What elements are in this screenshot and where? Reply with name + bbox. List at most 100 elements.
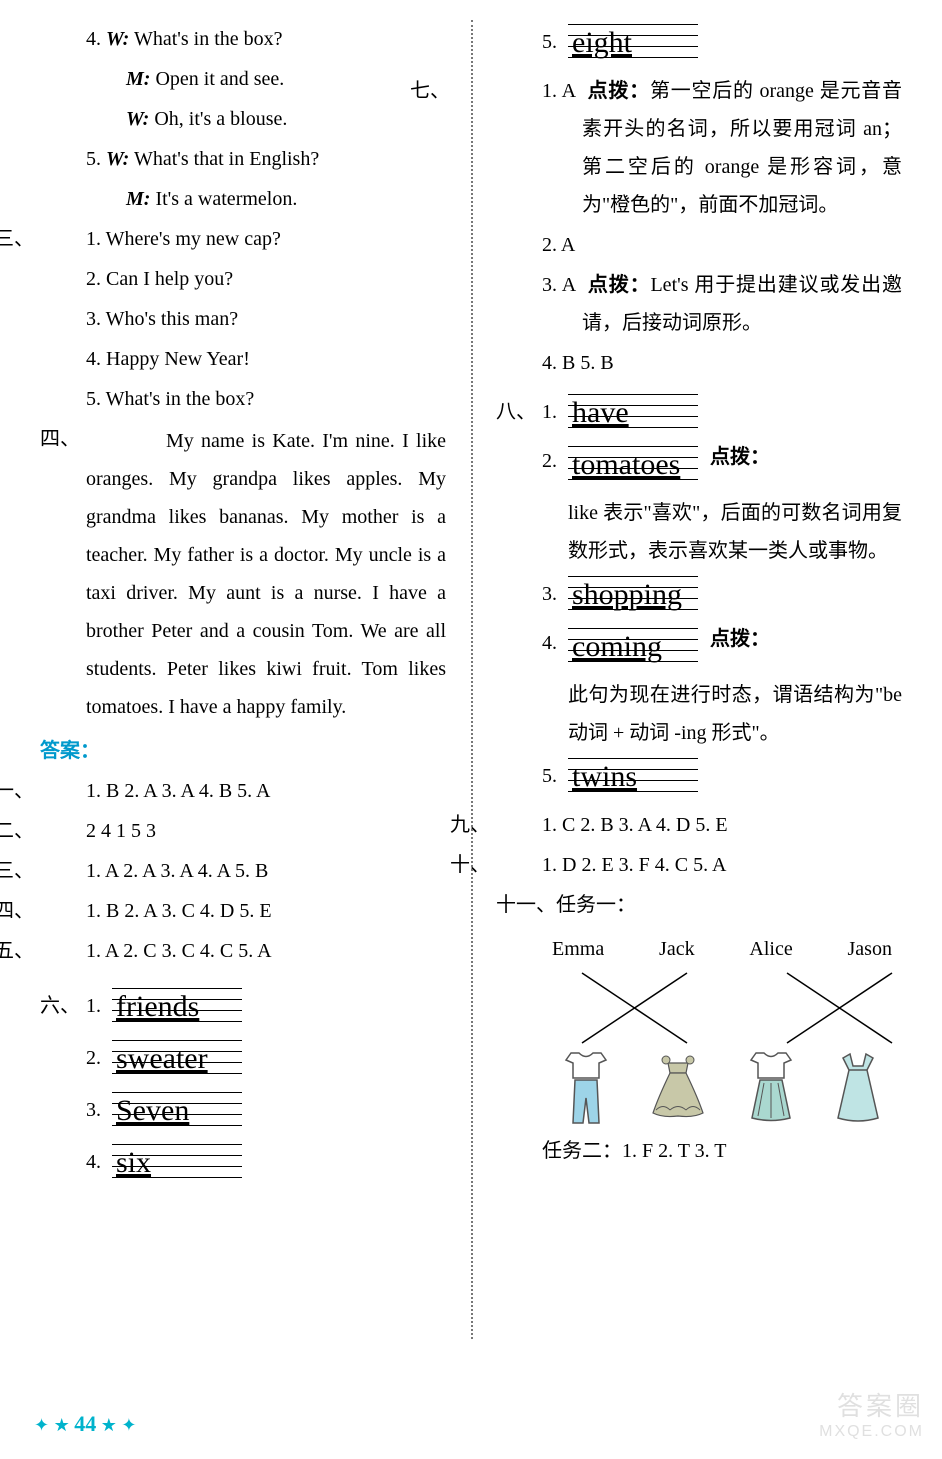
section7-3-hint-label: 点拨：	[588, 274, 651, 296]
section6-item4: 4. six	[40, 1140, 446, 1184]
task1-name2: Jack	[659, 930, 695, 968]
section3-label: 三、	[40, 220, 86, 258]
staff-line: sweater	[112, 1036, 242, 1080]
answers-row1: 一、1. B 2. A 3. A 4. B 5. A	[40, 772, 446, 810]
dialog5-w-speaker: W:	[106, 148, 129, 170]
dialog4-w1-speaker: W:	[106, 28, 129, 50]
answers-label: 答案：	[40, 740, 100, 762]
section8-4-hint: 此句为现在进行时态，谓语结构为"be 动词 + 动词 -ing 形式"。	[496, 676, 902, 752]
answers-5-text: 1. A 2. C 3. C 4. C 5. A	[86, 940, 272, 962]
dialog4-line3: W: Oh, it's a blouse.	[40, 100, 446, 138]
answers-2-label: 二、	[40, 812, 86, 850]
section6-2-num: 2.	[86, 1039, 112, 1077]
dress-icon	[823, 1048, 893, 1128]
dialog4-line1: 4. W: What's in the box?	[40, 20, 446, 58]
section8-2-num: 2.	[542, 442, 568, 480]
answers-row4: 四、1. B 2. A 3. C 4. D 5. E	[40, 892, 446, 930]
watermark-line1: 答案圈	[819, 1391, 924, 1422]
section8-item3: 3. shopping	[496, 572, 902, 616]
task1-name3: Alice	[749, 930, 792, 968]
page-number: 44	[74, 1411, 96, 1436]
dialog5-line1: 5. W: What's that in English?	[40, 140, 446, 178]
section6-2-word: sweater	[116, 1030, 208, 1087]
section9-text: 1. C 2. B 3. A 4. D 5. E	[542, 814, 728, 836]
answers-row2: 二、2 4 1 5 3	[40, 812, 446, 850]
section4-label: 四、	[40, 420, 86, 458]
section8-4-num: 4.	[542, 624, 568, 662]
cross-lines-icon	[542, 968, 922, 1048]
dialog4-w2-text: Oh, it's a blouse.	[154, 108, 287, 130]
task1-clothes	[542, 1048, 902, 1128]
staff-line: shopping	[568, 572, 698, 616]
answers-5-label: 五、	[40, 932, 86, 970]
section10: 十、1. D 2. E 3. F 4. C 5. A	[496, 846, 902, 884]
task1-names: Emma Jack Alice Jason	[542, 930, 902, 968]
task1-diagram: Emma Jack Alice Jason	[496, 930, 902, 1128]
section6-item2: 2. sweater	[40, 1036, 446, 1080]
staff-line: Seven	[112, 1088, 242, 1132]
section3-item5: 5. What's in the box?	[40, 380, 446, 418]
frilly-skirt-icon	[638, 1048, 718, 1128]
section6-1-word: friends	[116, 978, 199, 1035]
section3-item4: 4. Happy New Year!	[40, 340, 446, 378]
page-container: 4. W: What's in the box? M: Open it and …	[0, 0, 942, 1399]
answers-row3: 三、1. A 2. A 3. A 4. A 5. B	[40, 852, 446, 890]
section8-item5: 5. twins	[496, 754, 902, 798]
left-column: 4. W: What's in the box? M: Open it and …	[30, 20, 471, 1339]
section7-item3: 3. A 点拨：Let's 用于提出建议或发出邀请，后接动词原形。	[496, 266, 902, 342]
answers-3-label: 三、	[40, 852, 86, 890]
dialog4-m-text: Open it and see.	[155, 68, 284, 90]
staff-line: have	[568, 390, 698, 434]
answers-header: 答案：	[40, 732, 446, 770]
section6-1-num: 1.	[86, 987, 112, 1025]
footer-deco-left: ✦ ★	[34, 1415, 70, 1435]
section10-text: 1. D 2. E 3. F 4. C 5. A	[542, 854, 726, 876]
section3-item1: 三、1. Where's my new cap?	[40, 220, 446, 258]
watermark-line2: MXQE.COM	[819, 1422, 924, 1441]
dialog5-m-text: It's a watermelon.	[155, 188, 297, 210]
section11-task2-label: 任务二：	[542, 1140, 622, 1162]
section9: 九、1. C 2. B 3. A 4. D 5. E	[496, 806, 902, 844]
task1-name4: Jason	[848, 930, 892, 968]
section11-task2: 任务二：1. F 2. T 3. T	[496, 1132, 902, 1170]
section8-2-word: tomatoes	[572, 436, 680, 493]
section8-item2: 2. tomatoes 点拨：	[496, 442, 902, 486]
staff-line: tomatoes	[568, 442, 698, 486]
staff-line: coming	[568, 624, 698, 668]
task1-name1: Emma	[552, 930, 604, 968]
section3-item3: 3. Who's this man?	[40, 300, 446, 338]
section7-3-num: 3. A	[542, 274, 576, 296]
section7-1-hint-label: 点拨：	[588, 80, 650, 102]
section8-1-word: have	[572, 384, 629, 441]
section11-label: 十一、	[496, 894, 556, 916]
staff-line: twins	[568, 754, 698, 798]
section8-4-word: coming	[572, 618, 662, 675]
dialog5-m-speaker: M:	[126, 188, 150, 210]
section10-label: 十、	[496, 846, 542, 884]
answers-4-label: 四、	[40, 892, 86, 930]
section6-5-num: 5.	[542, 23, 568, 61]
section8-4-hint-start: 点拨：	[710, 624, 770, 654]
section7-item45: 4. B 5. B	[496, 344, 902, 382]
section8-2-hint-start: 点拨：	[710, 442, 770, 472]
dialog5-w-text: What's that in English?	[134, 148, 319, 170]
watermark: 答案圈 MXQE.COM	[819, 1391, 924, 1441]
section7-1-num: 1. A	[542, 80, 576, 102]
section6-4-word: six	[116, 1134, 151, 1191]
right-column: 5. eight 七、1. A 点拨：第一空后的 orange 是元音音素开头的…	[471, 20, 912, 1339]
dialog5-line2: M: It's a watermelon.	[40, 180, 446, 218]
section6-item5: 5. eight	[496, 20, 902, 64]
dialog5-num: 5.	[86, 148, 101, 170]
section6-3-num: 3.	[86, 1091, 112, 1129]
section11-task2-text: 1. F 2. T 3. T	[622, 1140, 726, 1162]
answers-1-text: 1. B 2. A 3. A 4. B 5. A	[86, 780, 271, 802]
section8-3-num: 3.	[542, 575, 568, 613]
answers-4-text: 1. B 2. A 3. C 4. D 5. E	[86, 900, 272, 922]
section8-2-hint: like 表示"喜欢"，后面的可数名词用复数形式，表示喜欢某一类人或事物。	[496, 494, 902, 570]
staff-line: friends	[112, 984, 242, 1028]
staff-line: eight	[568, 20, 698, 64]
section8-item4: 4. coming 点拨：	[496, 624, 902, 668]
section7-label: 七、	[496, 72, 542, 110]
section11-task1-label: 任务一：	[556, 894, 636, 916]
dialog4-num: 4.	[86, 28, 101, 50]
